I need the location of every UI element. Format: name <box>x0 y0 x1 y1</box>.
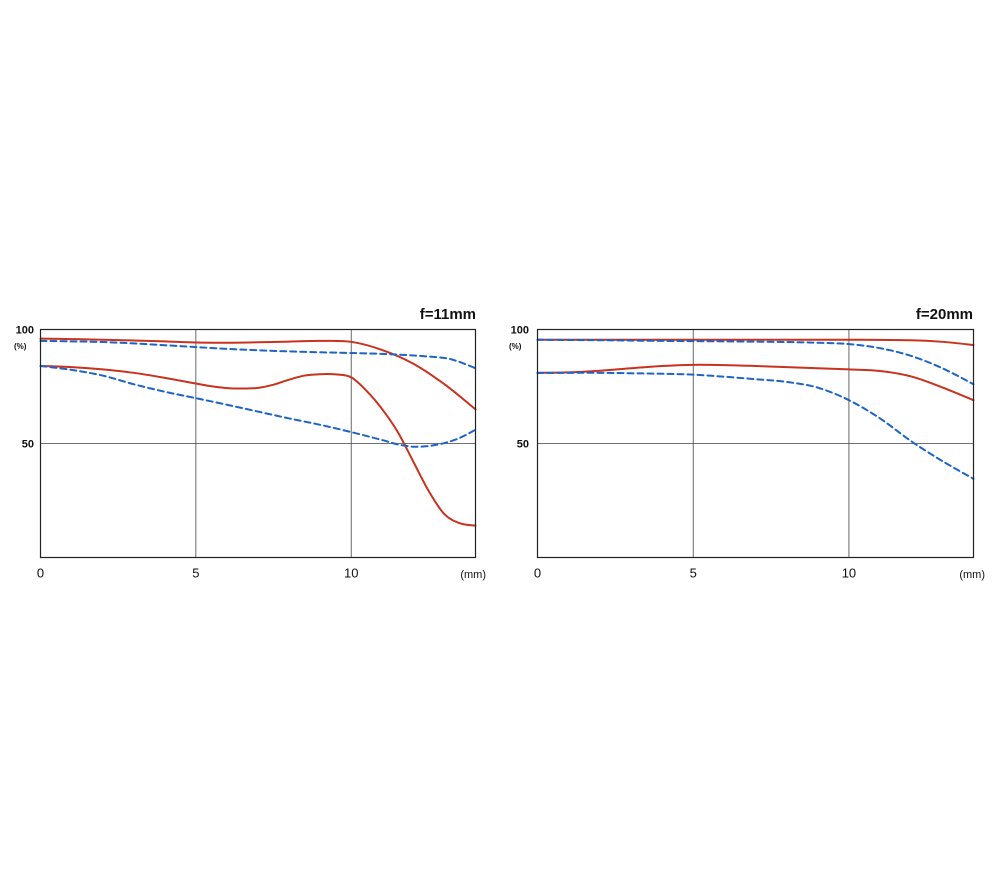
x-tick-labels: 0 5 10 <box>534 566 856 581</box>
series-lines <box>39 337 477 527</box>
series-line-0-solid <box>39 337 477 411</box>
chart-f20mm: f=20mm 100 50 (%) 0 5 10 (mm) <box>509 306 985 581</box>
x-tick-labels: 0 5 10 <box>37 566 359 581</box>
y-tick-labels: 100 50 <box>511 325 529 451</box>
series-line-1-solid <box>536 363 975 402</box>
x-tick-label-2: 10 <box>842 566 856 581</box>
x-tick-label-2: 10 <box>344 566 358 581</box>
chart-title: f=20mm <box>916 306 973 323</box>
x-tick-label-0: 0 <box>37 566 44 581</box>
y-axis-unit: (%) <box>509 342 522 351</box>
chart-f11mm: f=11mm 100 50 (%) 0 5 10 (mm) <box>14 306 486 581</box>
y-tick-label-0: 100 <box>511 325 529 337</box>
x-tick-label-0: 0 <box>534 566 541 581</box>
series-line-2-dashed <box>536 338 975 386</box>
plot-frame <box>39 328 477 559</box>
y-tick-label-0: 100 <box>16 325 34 337</box>
x-axis-unit: (mm) <box>959 569 985 581</box>
grid-lines <box>537 329 974 558</box>
series-lines <box>536 338 975 480</box>
x-tick-label-1: 5 <box>192 566 199 581</box>
y-axis-unit: (%) <box>14 342 27 351</box>
series-line-3-dashed <box>536 371 975 480</box>
y-tick-label-1: 50 <box>517 439 529 451</box>
y-tick-labels: 100 50 <box>16 325 34 451</box>
series-line-2-dashed <box>39 339 477 370</box>
chart-title: f=11mm <box>420 306 476 323</box>
x-tick-label-1: 5 <box>690 566 697 581</box>
plot-frame <box>536 328 975 559</box>
series-line-3-dashed <box>39 364 477 448</box>
x-axis-unit: (mm) <box>460 569 486 581</box>
series-line-1-solid <box>39 364 477 527</box>
y-tick-label-1: 50 <box>22 439 34 451</box>
grid-lines <box>40 329 476 558</box>
